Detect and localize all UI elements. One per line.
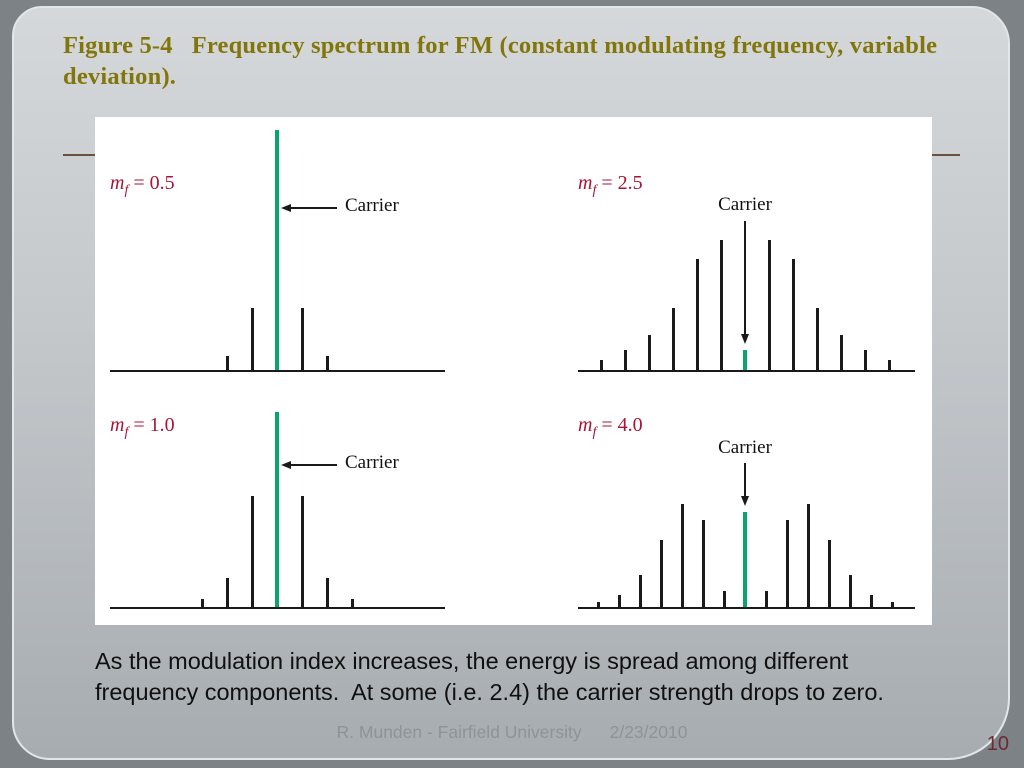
- sideband-line: [695, 259, 699, 370]
- frequency-axis: [110, 370, 445, 372]
- carrier-arrow-head: [740, 496, 749, 506]
- sideband-line: [200, 599, 204, 607]
- sideband-line: [722, 591, 726, 607]
- modulation-index-label: mf = 4.0: [578, 414, 643, 440]
- footer-credit: R. Munden - Fairfield University: [336, 722, 582, 742]
- carrier-arrow-head: [281, 203, 291, 212]
- carrier-arrow-line: [744, 221, 746, 334]
- sideband-line: [848, 575, 852, 607]
- slide-title: Figure 5-4 Frequency spectrum for FM (co…: [63, 30, 943, 92]
- modulation-index-label: mf = 2.5: [578, 172, 643, 198]
- carrier-arrow-line: [744, 463, 746, 496]
- sideband-line: [225, 356, 229, 370]
- carrier-arrow-head: [740, 334, 749, 344]
- sideband-line: [680, 504, 684, 607]
- sideband-line: [596, 602, 600, 607]
- sideband-line: [827, 540, 831, 607]
- sideband-line: [350, 599, 354, 607]
- carrier-label: Carrier: [345, 452, 399, 473]
- sideband-line: [890, 602, 894, 607]
- sideband-line: [815, 308, 819, 370]
- frequency-axis: [578, 607, 915, 609]
- sideband-line: [764, 591, 768, 607]
- sideband-line: [671, 308, 675, 370]
- footer-date: 2/23/2010: [609, 722, 688, 742]
- sideband-line: [659, 540, 663, 607]
- carrier-label: Carrier: [718, 437, 772, 458]
- sideband-line: [325, 578, 329, 607]
- modulation-index-label: mf = 1.0: [110, 414, 175, 440]
- carrier-line: [743, 512, 747, 607]
- sideband-line: [300, 496, 304, 607]
- sideband-line: [869, 595, 873, 607]
- carrier-arrow-head: [281, 460, 291, 469]
- sideband-line: [325, 356, 329, 370]
- sideband-line: [863, 350, 867, 370]
- sideband-line: [719, 240, 723, 370]
- sideband-line: [839, 335, 843, 370]
- frequency-axis: [578, 370, 915, 372]
- carrier-arrow-line: [290, 464, 337, 466]
- figure-title-text: Frequency spectrum for FM (constant modu…: [63, 32, 944, 90]
- sideband-line: [647, 335, 651, 370]
- sideband-line: [250, 496, 254, 607]
- sideband-line: [701, 520, 705, 607]
- slide-footer: R. Munden - Fairfield University 2/23/20…: [0, 722, 1024, 743]
- sideband-line: [638, 575, 642, 607]
- carrier-label: Carrier: [345, 195, 399, 216]
- sideband-line: [617, 595, 621, 607]
- sideband-line: [623, 350, 627, 370]
- figure-image: mf = 0.5 Carrier mf = 2.5 Carrier mf = 1.0 Ca…: [95, 117, 932, 625]
- sideband-line: [806, 504, 810, 607]
- carrier-line: [275, 130, 279, 370]
- figure-number: Figure 5-4: [63, 32, 173, 59]
- page-number: 10: [986, 733, 1009, 755]
- sideband-line: [785, 520, 789, 607]
- frequency-axis: [110, 607, 445, 609]
- sideband-line: [767, 240, 771, 370]
- carrier-line: [743, 350, 747, 370]
- carrier-line: [275, 412, 279, 607]
- sideband-line: [300, 308, 304, 370]
- sideband-line: [887, 360, 891, 370]
- carrier-arrow-line: [290, 207, 337, 209]
- modulation-index-label: mf = 0.5: [110, 172, 175, 198]
- sideband-line: [791, 259, 795, 370]
- carrier-label: Carrier: [718, 194, 772, 215]
- sideband-line: [599, 360, 603, 370]
- body-text: As the modulation index increases, the e…: [95, 648, 884, 705]
- sideband-line: [225, 578, 229, 607]
- sideband-line: [250, 308, 254, 370]
